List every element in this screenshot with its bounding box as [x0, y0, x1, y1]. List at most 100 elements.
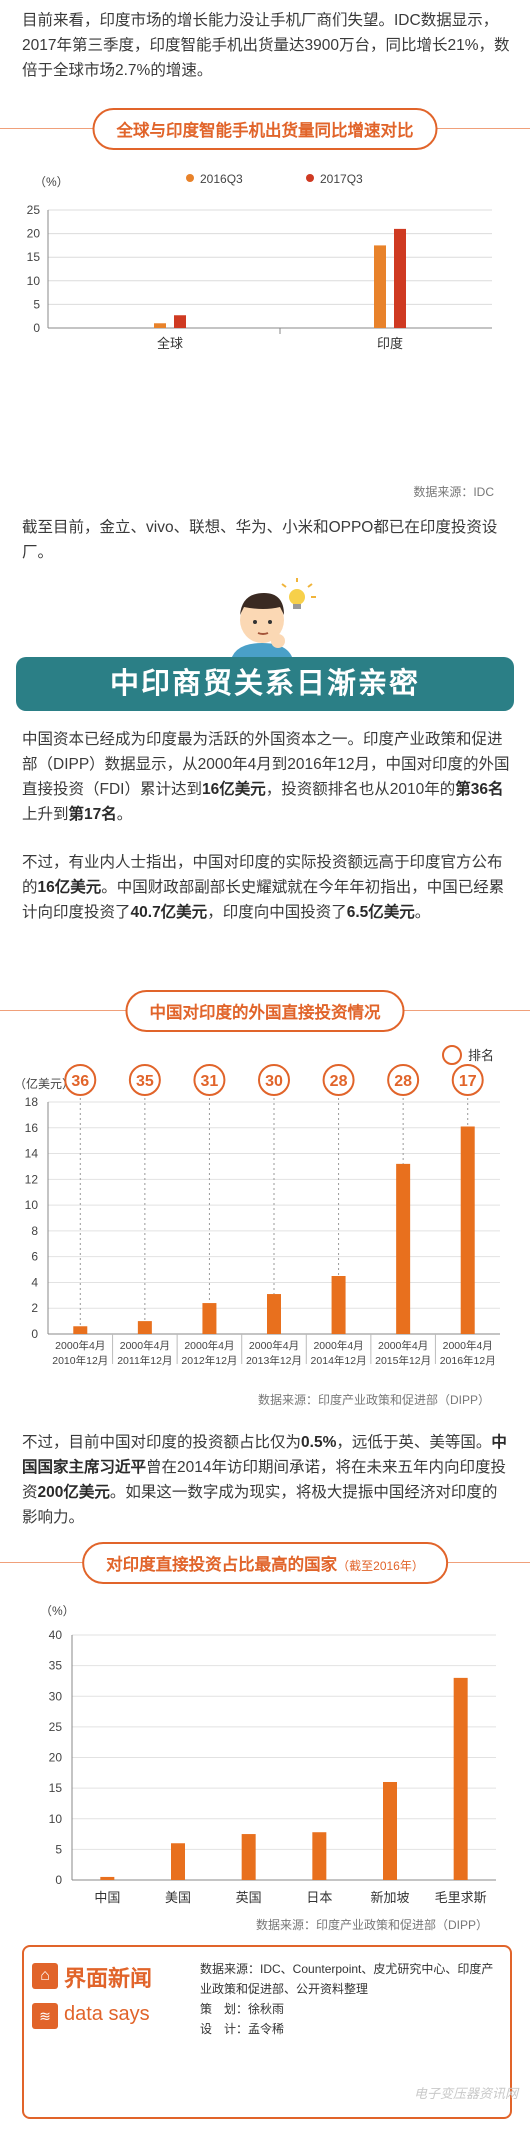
chart3-ytick-label: 25: [49, 1720, 63, 1734]
brand-icon: ⌂: [32, 1963, 58, 1989]
chart1-legend-marker: [306, 174, 314, 182]
chart1-bar-2017Q3: [394, 228, 406, 328]
chart2-source: 数据来源：印度产业政策和促进部（DIPP）: [258, 1392, 490, 1407]
chart2-ylabel: （亿美元）: [14, 1076, 74, 1091]
intro-paragraph: 目前来看，印度市场的增长能力没让手机厂商们失望。IDC数据显示，2017年第三季…: [22, 8, 512, 83]
vendors-paragraph: 截至目前，金立、vivo、联想、华为、小米和OPPO都已在印度投资设厂。: [22, 515, 512, 565]
chart2-legend: 排名: [442, 1045, 494, 1065]
fdi-text-a: 中国资本已经成为印度最为活跃的外国资本之一。印度产业政策和促进部（DIPP）数据…: [22, 731, 510, 798]
actual-text-c: 。中国财政部副部长史耀斌就在今年年初指出，中国已经累计向印度投资了: [22, 879, 505, 921]
chart1-bar-2016Q3: [154, 323, 166, 328]
chart2-category-label: 2000年4月: [313, 1339, 363, 1352]
chart2-ytick-label: 14: [25, 1147, 39, 1161]
chart3-title-box: 对印度直接投资占比最高的国家（截至2016年）: [82, 1542, 448, 1584]
actual-text-e: ，印度向中国投资了: [207, 904, 347, 921]
chart2-category-label: 2014年12月: [311, 1354, 367, 1367]
chart3-bar: [312, 1832, 327, 1880]
credits-designer: 设 计：孟令稀: [200, 2019, 500, 2039]
chart2-category-label: 2015年12月: [375, 1354, 431, 1367]
credits-source-label: 数据来源：: [200, 1962, 261, 1976]
fdi-text-c: ，投资额排名也从2010年的: [265, 781, 456, 798]
brand-logo: ⌂ 界面新闻 ≋ data says: [32, 1959, 180, 2029]
share-text-e: 曾在2014年访印期间承诺，将在未来五年内向印度投资: [22, 1459, 506, 1501]
chart3-bar: [453, 1677, 468, 1880]
actual-text-g: 。: [414, 904, 431, 921]
chart3-category-label: 美国: [165, 1890, 191, 1905]
chart1-ytick-label: 20: [27, 227, 41, 241]
chart3-bar: [241, 1834, 256, 1880]
chart1-ylabel: （%）: [34, 175, 69, 189]
chart3-bar: [383, 1782, 397, 1880]
share-text-c: ，远低于英、美等国。: [336, 1434, 492, 1451]
fdi-text-e: 上升到: [22, 806, 69, 823]
chart3-ytick-label: 35: [49, 1659, 63, 1673]
rank-legend-icon: [442, 1045, 462, 1065]
fdi-rank-2010: 第36名: [455, 781, 504, 798]
chart2-ytick-label: 18: [25, 1095, 39, 1109]
chart2-bar: [73, 1326, 88, 1334]
chart2-rank-label: 35: [136, 1073, 154, 1090]
chart1-source: 数据来源：IDC: [413, 484, 494, 499]
chart1-ytick-label: 0: [33, 321, 40, 335]
chart3-source: 数据来源：印度产业政策和促进部（DIPP）: [256, 1917, 488, 1932]
chart2-bar: [331, 1276, 346, 1334]
chart1-ytick-label: 25: [27, 203, 41, 217]
chart2-bar: [396, 1163, 411, 1334]
chart2-category-label: 2013年12月: [246, 1354, 302, 1367]
footer-credits: ⌂ 界面新闻 ≋ data says 数据来源：IDC、Counterpoint…: [22, 1945, 512, 2119]
vendors-text: 截至目前，金立、vivo、联想、华为、小米和OPPO都已在印度投资设厂。: [22, 519, 498, 561]
chart2-china-fdi-india: 排名 （亿美元） 36 35 31 30 28 28 17 024681012141618 …: [14, 1045, 500, 1407]
share-text-g: 。如果这一数字成为现实，将极大提振中国经济对印度的影响力。: [22, 1484, 498, 1526]
chart2-ytick-label: 2: [31, 1301, 38, 1315]
chart1-category-label: 印度: [377, 336, 403, 351]
chart2-category-label: 2012年12月: [181, 1354, 237, 1367]
chart3-ytick-label: 15: [49, 1781, 63, 1795]
chart2-rank-badge: [387, 1064, 420, 1096]
chart2-rank-badge: [322, 1064, 355, 1096]
chart2-ytick-label: 12: [25, 1172, 39, 1186]
chart2-bar: [137, 1321, 152, 1334]
credits-source-text: IDC、Counterpoint、皮尤研究中心、印度产业政策和促进部、公开资料整…: [200, 1962, 494, 1996]
chart3-category-label: 新加坡: [370, 1890, 409, 1905]
chart2-ytick-label: 16: [25, 1121, 39, 1135]
share-paragraph: 不过，目前中国对印度的投资额占比仅为0.5%，远低于英、美等国。中国国家主席习近…: [22, 1430, 512, 1530]
chart1-ytick-label: 15: [27, 250, 41, 264]
chart2-bar: [460, 1126, 475, 1334]
chart2-ytick-label: 6: [31, 1250, 38, 1264]
actual-amount-official: 16亿美元: [37, 879, 102, 896]
share-text-president: 中国国家主席习近平: [22, 1434, 507, 1476]
share-text-a: 不过，目前中国对印度的投资额占比仅为: [22, 1434, 302, 1451]
chart3-ytick-label: 20: [49, 1751, 63, 1765]
watermark: 电子变压器资讯网: [413, 2086, 518, 2101]
credits-designer-name: 孟令稀: [248, 2022, 285, 2036]
chart2-category-label: 2000年4月: [120, 1339, 170, 1352]
chart2-rank-label: 17: [459, 1073, 477, 1090]
intro-text: 目前来看，印度市场的增长能力没让手机厂商们失望。IDC数据显示，2017年第三季…: [22, 12, 510, 79]
fdi-text-g: 。: [116, 806, 133, 823]
chart2-rank-badge: [64, 1064, 97, 1096]
actual-amount-india: 6.5亿美元: [346, 904, 415, 921]
chart1-ytick-label: 10: [27, 274, 41, 288]
chart3-top-investor-countries: （%） 0 5 10 15 20 25 30 35 40 中国 美国 英国 日本 新加坡 毛里求斯 数据来…: [40, 1604, 496, 1932]
chart2-category-label: 2000年4月: [249, 1339, 299, 1352]
chart1-legend-label: 2016Q3: [200, 172, 243, 186]
brand-name: 界面新闻: [64, 1966, 153, 1991]
chart1-title: 全球与印度智能手机出货量同比增速对比: [92, 108, 438, 150]
credits-planner: 策 划：徐秋雨: [200, 1999, 500, 2019]
lightbulb-icon: [281, 578, 316, 609]
chart2-category-label: 2000年4月: [378, 1339, 428, 1352]
chart2-title: 中国对印度的外国直接投资情况: [125, 990, 405, 1032]
share-pledge: 200亿美元: [37, 1484, 110, 1501]
chart2-rank-badge: [193, 1064, 226, 1096]
chart3-title: 对印度直接投资占比最高的国家: [106, 1556, 338, 1574]
chart2-rank-badge: [128, 1064, 161, 1096]
chart1-legend-label: 2017Q3: [320, 172, 363, 186]
chart3-category-label: 英国: [236, 1890, 262, 1905]
actual-investment-paragraph: 不过，有业内人士指出，中国对印度的实际投资额远高于印度官方公布的16亿美元。中国…: [22, 850, 512, 925]
chart2-category-label: 2000年4月: [184, 1339, 234, 1352]
section-banner: 中印商贸关系日渐亲密: [16, 657, 514, 711]
chart3-ytick-label: 40: [49, 1628, 63, 1642]
chart2-rank-label: 30: [265, 1073, 283, 1090]
chart2-rank-label: 28: [330, 1073, 348, 1090]
chart2-rank-badge: [451, 1064, 484, 1096]
